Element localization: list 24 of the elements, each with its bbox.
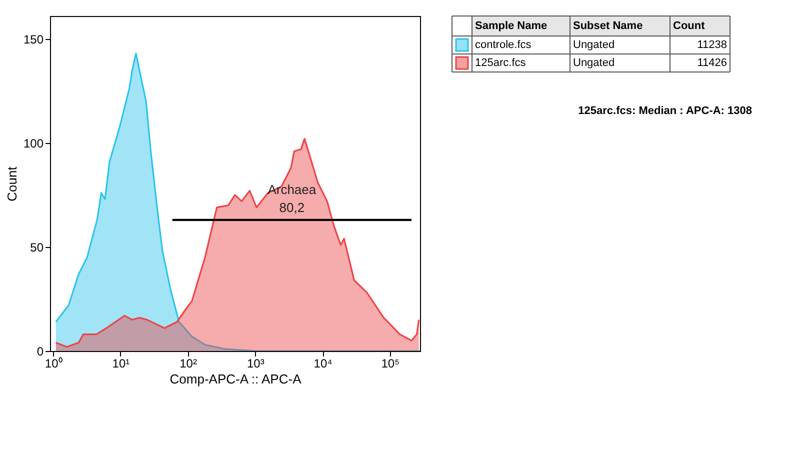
x-tick-label: 10³ bbox=[246, 356, 264, 370]
y-tick-label: 100 bbox=[23, 136, 44, 150]
text: Subset Name bbox=[573, 20, 643, 32]
x-tick-label: 10⁴ bbox=[314, 356, 332, 370]
x-tick-label: 10¹ bbox=[112, 356, 130, 370]
legend-label: controle.fcs bbox=[475, 39, 532, 51]
text: 11238 bbox=[697, 39, 727, 51]
y-tick-label: 150 bbox=[23, 32, 44, 46]
annotation: 80,2 bbox=[279, 200, 305, 215]
text: 125arc.fcs: Median : APC-A: 1308 bbox=[578, 105, 752, 117]
x-tick-label: 10⁵ bbox=[381, 356, 400, 370]
text: Ungated bbox=[573, 57, 615, 69]
x-axis-title: Comp-APC-A :: APC-A bbox=[170, 372, 302, 386]
x-tick-label: 10² bbox=[180, 356, 197, 370]
text: Count bbox=[673, 20, 706, 32]
text: Sample Name bbox=[475, 20, 548, 32]
y-axis-title: Count bbox=[4, 166, 20, 202]
text: Ungated bbox=[573, 39, 615, 51]
x-tick-label: 10⁰ bbox=[44, 356, 62, 370]
annotation: Archaea bbox=[268, 182, 317, 197]
legend-label: 125arc.fcs bbox=[475, 57, 526, 69]
y-tick-label: 0 bbox=[36, 344, 44, 358]
text: 11426 bbox=[697, 57, 727, 69]
y-tick-label: 50 bbox=[30, 240, 44, 254]
